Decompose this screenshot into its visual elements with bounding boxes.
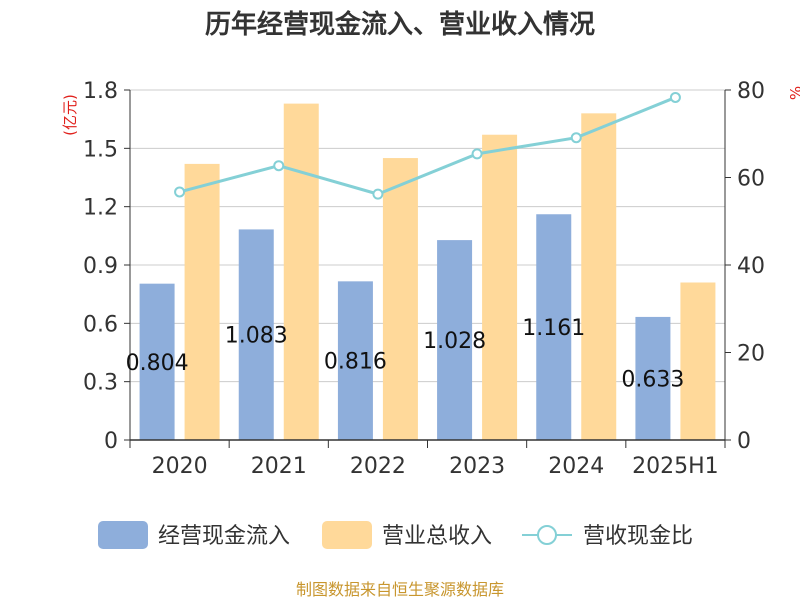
bar-revenue-2023 xyxy=(482,134,518,440)
data-label-cash-inflow-2021: 1.083 xyxy=(225,324,288,349)
left-tick-label-1: 0.3 xyxy=(83,371,118,396)
right-tick-label-0: 0 xyxy=(737,429,751,454)
bar-revenue-2020 xyxy=(184,163,220,440)
x-tick-label-2023: 2023 xyxy=(449,454,505,479)
left-tick-label-5: 1.5 xyxy=(83,137,118,162)
axes xyxy=(124,89,731,448)
ratio-point-2021 xyxy=(273,160,285,172)
left-axis-unit: (亿元) xyxy=(61,94,79,136)
chart-title: 历年经营现金流入、营业收入情况 xyxy=(205,9,595,40)
bar-cash-inflow-2024 xyxy=(536,214,572,440)
ratio-point-2024 xyxy=(570,132,582,144)
bar-cash-inflow-2022 xyxy=(337,281,373,440)
x-tick-label-2021: 2021 xyxy=(251,454,307,479)
legend-label-revenue: 营业总收入 xyxy=(382,524,492,549)
ratio-line xyxy=(179,96,676,196)
bar-revenue-2025H1 xyxy=(680,282,716,440)
legend-swatch-cash-inflow xyxy=(98,521,148,549)
source-note: 制图数据来自恒生聚源数据库 xyxy=(296,580,504,599)
legend-swatch-revenue xyxy=(322,521,372,549)
bar-cash-inflow-2020 xyxy=(139,283,175,440)
data-label-cash-inflow-2022: 0.816 xyxy=(324,350,387,375)
right-tick-label-4: 80 xyxy=(737,79,765,104)
ratio-point-2025H1 xyxy=(669,91,681,103)
right-tick-label-2: 40 xyxy=(737,254,765,279)
bar-revenue-2022 xyxy=(382,158,418,441)
right-tick-label-3: 60 xyxy=(737,167,765,192)
legend-label-ratio: 营收现金比 xyxy=(583,524,693,549)
x-tick-label-2025H1: 2025H1 xyxy=(632,454,719,479)
legend-marker-ratio xyxy=(537,525,557,545)
left-tick-label-0: 0 xyxy=(104,429,118,454)
bar-revenue-2021 xyxy=(283,103,319,440)
legend-label-cash-inflow: 经营现金流入 xyxy=(158,524,290,549)
ratio-point-2022 xyxy=(372,188,384,200)
bar-cash-inflow-2021 xyxy=(238,229,274,440)
x-tick-label-2020: 2020 xyxy=(152,454,208,479)
left-tick-label-6: 1.8 xyxy=(83,79,118,104)
bar-series xyxy=(139,103,716,441)
line-series xyxy=(174,91,681,200)
bar-cash-inflow-2025H1 xyxy=(635,316,671,440)
grid-lines xyxy=(130,89,725,383)
data-label-cash-inflow-2024: 1.161 xyxy=(522,316,585,341)
ratio-point-2020 xyxy=(174,186,186,198)
data-labels: 0.804 1.083 0.816 1.028 1.161 0.633 xyxy=(126,316,685,392)
tick-labels: 0 0.3 0.6 0.9 1.2 1.5 1.8 0 20 40 60 80 2020 2021 2022… xyxy=(83,79,765,479)
bar-cash-inflow-2023 xyxy=(437,240,473,440)
left-tick-label-3: 0.9 xyxy=(83,254,118,279)
left-tick-label-2: 0.6 xyxy=(83,312,118,337)
legend: 经营现金流入 营业总收入 营收现金比 xyxy=(98,521,693,549)
right-tick-label-1: 20 xyxy=(737,342,765,367)
x-tick-label-2024: 2024 xyxy=(548,454,604,479)
ratio-point-2023 xyxy=(471,148,483,160)
data-label-cash-inflow-2025H1: 0.633 xyxy=(621,367,684,392)
left-tick-label-4: 1.2 xyxy=(83,196,118,221)
right-axis-unit: % xyxy=(787,86,800,100)
data-label-cash-inflow-2020: 0.804 xyxy=(126,351,189,376)
data-label-cash-inflow-2023: 1.028 xyxy=(423,329,486,354)
bar-revenue-2024 xyxy=(581,113,617,440)
x-tick-label-2022: 2022 xyxy=(350,454,406,479)
